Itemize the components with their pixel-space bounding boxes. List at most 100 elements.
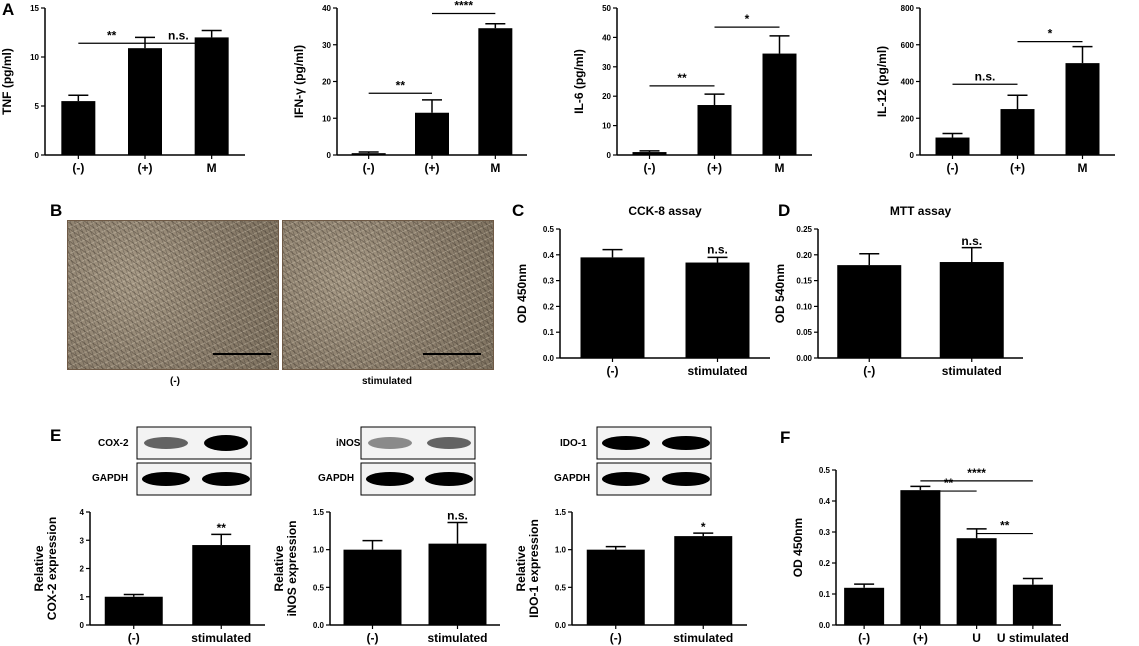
micrograph-label-stimulated: stimulated [361, 376, 412, 387]
y-axis-label: iNOS expression [285, 520, 299, 616]
y-tick-label: 2 [80, 565, 85, 574]
significance-label: ** [944, 476, 954, 490]
y-tick-label: 0.2 [819, 559, 831, 568]
panel-label-b: B [50, 201, 62, 220]
y-tick-label: 20 [602, 92, 611, 101]
panel-label-d: D [778, 201, 790, 220]
y-axis-label: COX-2 expression [45, 517, 59, 620]
y-tick-label: 15 [30, 4, 39, 13]
blot-band [602, 472, 650, 486]
y-tick-label: 1.0 [313, 546, 325, 555]
y-tick-label: 0 [607, 151, 612, 160]
blot-band [144, 437, 188, 449]
chart-inos-expression: 0.0 0.5 1.0 1.5 (-) stimulated n.s. Relative iNO… [272, 508, 500, 645]
bar [478, 28, 513, 155]
panel-label-f: F [780, 428, 790, 447]
x-tick-label: (-) [858, 631, 870, 645]
bar [61, 101, 96, 155]
significance-label: n.s. [707, 243, 728, 257]
significance-label: * [701, 520, 706, 534]
significance-label: n.s. [168, 28, 189, 42]
chart-od450-groups: 0.00.10.20.30.40.5(-) (+) U U stimulated***… [791, 466, 1069, 645]
y-tick-label: 50 [602, 4, 611, 13]
chart-tnf: 0 5 10 15 (-) (+) M ** n.s. TNF (pg/ml) [0, 4, 245, 175]
bar [837, 265, 902, 358]
significance-label: ** [107, 28, 117, 42]
chart-mtt: 0.00 0.05 0.10 0.15 0.20 0.25 (-) stimulated n.s… [773, 204, 1023, 378]
blot-band [662, 436, 710, 450]
bar [1012, 584, 1053, 625]
bar [844, 587, 885, 625]
x-tick-label: (-) [607, 364, 619, 378]
y-axis-label: OD 450nm [791, 518, 805, 577]
bar [697, 105, 732, 155]
y-tick-label: 0 [35, 151, 40, 160]
y-tick-label: 0.20 [796, 251, 812, 260]
x-tick-label: stimulated [673, 631, 733, 645]
scale-bar [213, 353, 271, 355]
x-tick-label: (+) [138, 161, 153, 175]
x-tick-label: M [207, 161, 217, 175]
bar [1065, 63, 1100, 155]
bar [1000, 109, 1035, 155]
y-tick-label: 200 [901, 114, 915, 123]
blot-band [366, 472, 414, 486]
significance-label: ** [677, 71, 687, 85]
panel-label-e: E [50, 426, 61, 445]
x-tick-label: stimulated [942, 364, 1002, 378]
significance-label: * [1048, 27, 1053, 41]
x-tick-label: stimulated [427, 631, 487, 645]
chart-title: MTT assay [890, 204, 952, 218]
blot-band [662, 472, 710, 486]
y-tick-label: 0.0 [543, 354, 555, 363]
x-tick-label: (-) [128, 631, 140, 645]
panel-label-a: A [2, 0, 14, 19]
significance-label: * [745, 12, 750, 26]
y-axis-label: IDO-1 expression [527, 519, 541, 618]
y-tick-label: 0.5 [543, 225, 555, 234]
x-tick-label: (+) [425, 161, 440, 175]
y-tick-label: 0.05 [796, 328, 812, 337]
x-tick-label: stimulated [191, 631, 251, 645]
blot-band [427, 437, 471, 449]
y-tick-label: 800 [901, 4, 915, 13]
y-tick-label: 0.5 [313, 583, 325, 592]
x-tick-label: M [775, 161, 785, 175]
bar [580, 257, 645, 358]
y-axis-label: TNF (pg/ml) [0, 48, 14, 115]
y-axis-label: Relative [272, 545, 286, 591]
y-axis-label: OD 450nm [515, 264, 529, 323]
blot-band [202, 472, 250, 486]
bar [194, 37, 229, 155]
blot-label-ido1: IDO-1 [560, 438, 587, 449]
micrograph-label-control: (-) [170, 376, 180, 387]
y-tick-label: 30 [602, 63, 611, 72]
x-tick-label: M [490, 161, 500, 175]
bar [935, 137, 970, 155]
bar [674, 536, 733, 625]
y-tick-label: 400 [901, 78, 915, 87]
bar [586, 549, 645, 625]
bar [104, 596, 163, 625]
x-tick-label: (-) [863, 364, 875, 378]
x-tick-label: U [972, 631, 981, 645]
y-tick-label: 0.00 [796, 354, 812, 363]
y-tick-label: 3 [80, 536, 85, 545]
y-tick-label: 20 [322, 78, 331, 87]
y-tick-label: 1.0 [555, 546, 567, 555]
bar [939, 262, 1004, 358]
y-tick-label: 0.0 [313, 621, 325, 630]
micrograph-control [67, 220, 279, 370]
blot-band [142, 472, 190, 486]
y-tick-label: 0.1 [819, 590, 831, 599]
y-tick-label: 40 [602, 33, 611, 42]
x-tick-label: (+) [913, 631, 928, 645]
blot-label-gapdh-ido1: GAPDH [554, 473, 590, 484]
x-tick-label: (+) [707, 161, 722, 175]
x-tick-label: stimulated [687, 364, 747, 378]
y-tick-label: 10 [30, 53, 39, 62]
chart-ido1-expression: 0.0 0.5 1.0 1.5 (-) stimulated * Relative IDO-1 … [514, 508, 747, 645]
